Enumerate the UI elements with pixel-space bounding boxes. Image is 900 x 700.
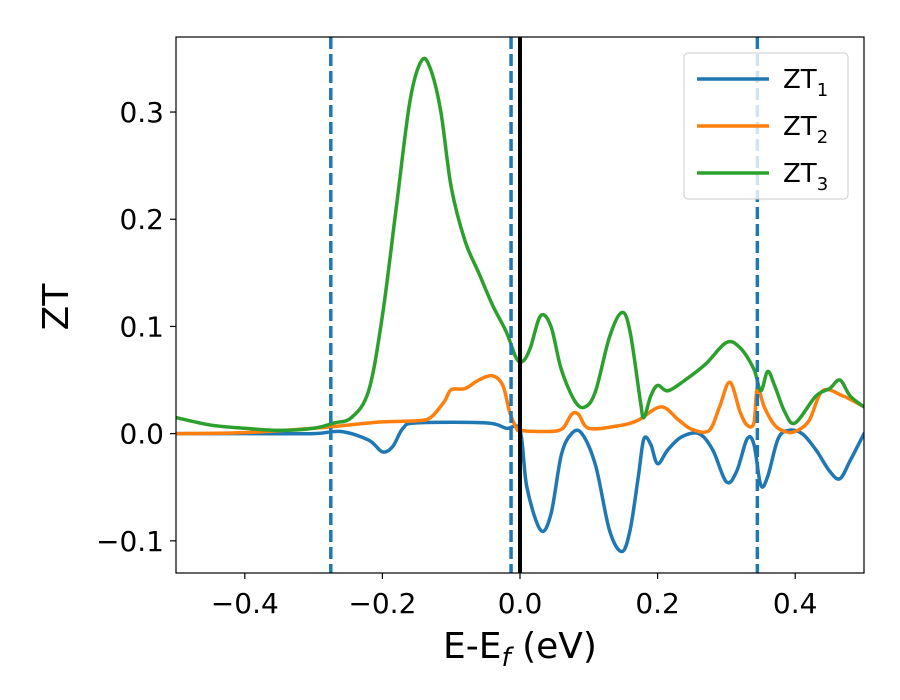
x-tick-label: −0.2	[348, 587, 416, 620]
series-line-zt1	[176, 420, 864, 554]
series-line-zt3	[176, 56, 864, 433]
x-axis-title-unit: (eV)	[511, 626, 597, 667]
legend-label-zt1: ZT1	[783, 65, 828, 101]
y-tick-label: 0.0	[119, 418, 164, 451]
y-tick-label: 0.2	[119, 203, 164, 236]
legend: ZT1 ZT2 ZT3	[683, 52, 849, 200]
y-axis-title: ZT	[36, 283, 77, 331]
x-tick-label: −0.4	[211, 587, 279, 620]
y-axis: −0.1 0.0 0.1 0.2 0.3	[96, 96, 176, 558]
x-tick-label: 0.0	[498, 587, 543, 620]
y-tick-label: 0.3	[119, 96, 164, 129]
legend-label-zt2: ZT2	[783, 112, 828, 148]
x-axis-title: E-Ef (eV)	[443, 626, 597, 673]
y-tick-label: −0.1	[96, 525, 164, 558]
x-axis: −0.4 −0.2 0.0 0.2 0.4	[211, 573, 818, 620]
x-tick-label: 0.2	[635, 587, 680, 620]
legend-label-zt3: ZT3	[783, 159, 828, 195]
x-tick-label: 0.4	[773, 587, 818, 620]
y-tick-label: 0.1	[119, 310, 164, 343]
series-line-zt2	[176, 373, 864, 436]
